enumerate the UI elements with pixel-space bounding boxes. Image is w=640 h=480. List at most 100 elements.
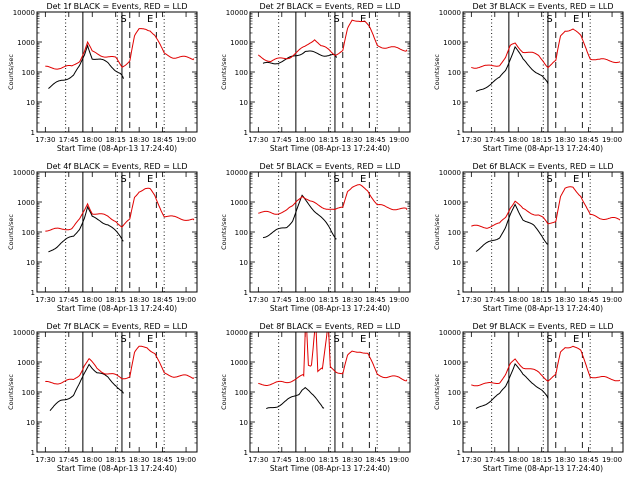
plot-frame: [462, 171, 624, 293]
y-tick-label: 100: [235, 389, 248, 397]
x-tick-label: 18:45: [579, 456, 599, 464]
x-tick-label: 18:30: [129, 136, 149, 144]
x-tick-label: 18:30: [555, 456, 575, 464]
plot-frame: [462, 331, 624, 453]
y-tick-label: 10000: [439, 329, 461, 337]
y-tick-label: 10: [452, 99, 461, 107]
x-tick-label: 19:00: [176, 136, 196, 144]
x-tick-label: 17:30: [248, 136, 268, 144]
x-tick-label: 19:00: [176, 296, 196, 304]
end-annotation: E: [360, 174, 366, 185]
start-annotation: S: [333, 14, 339, 25]
x-tick-label: 18:30: [342, 296, 362, 304]
events-series-line: [48, 205, 124, 253]
end-annotation: E: [573, 174, 579, 185]
x-tick-label: 18:15: [319, 136, 339, 144]
y-tick-label: 1: [31, 449, 35, 457]
x-tick-label: 18:45: [153, 456, 173, 464]
y-tick-label: 100: [448, 69, 461, 77]
panel-title: Det 2f BLACK = Events, RED = LLD: [259, 2, 400, 11]
x-tick-label: 17:45: [485, 456, 505, 464]
detector-panel: Det 3f BLACK = Events, RED = LLD 1 10 100 10…: [433, 2, 624, 153]
x-tick-label: 18:15: [106, 456, 126, 464]
x-tick-label: 19:00: [389, 136, 409, 144]
plot-frame: [36, 171, 198, 293]
x-tick-label: 18:15: [532, 456, 552, 464]
x-tick-label: 17:30: [248, 296, 268, 304]
x-tick-label: 19:00: [602, 456, 622, 464]
panel-title: Det 1f BLACK = Events, RED = LLD: [46, 2, 187, 11]
x-tick-label: 18:15: [319, 456, 339, 464]
events-series-line: [475, 203, 549, 252]
y-tick-label: 100: [235, 229, 248, 237]
x-tick-label: 17:30: [35, 296, 55, 304]
y-tick-label: 1000: [443, 39, 461, 47]
y-tick-label: 10000: [226, 329, 248, 337]
end-annotation: E: [573, 334, 579, 345]
x-tick-label: 17:45: [272, 456, 292, 464]
x-tick-label: 18:00: [82, 136, 102, 144]
plot-frame: [249, 11, 411, 133]
y-axis-label: Counts/sec: [7, 374, 15, 410]
x-tick-label: 17:45: [485, 136, 505, 144]
x-tick-label: 18:00: [295, 296, 315, 304]
y-axis-label: Counts/sec: [220, 374, 228, 410]
y-tick-label: 100: [448, 229, 461, 237]
y-tick-label: 1: [31, 289, 35, 297]
lld-series-line: [258, 184, 408, 215]
start-annotation: S: [546, 174, 552, 185]
events-series-line: [475, 362, 549, 410]
x-tick-label: 19:00: [602, 296, 622, 304]
x-tick-label: 17:30: [35, 456, 55, 464]
x-tick-label: 18:45: [579, 296, 599, 304]
y-axis-label: Counts/sec: [433, 374, 441, 410]
events-series-line: [266, 386, 325, 410]
y-tick-label: 100: [235, 69, 248, 77]
y-tick-label: 10: [26, 259, 35, 267]
lld-series-line: [45, 28, 195, 70]
y-tick-label: 1000: [230, 359, 248, 367]
y-tick-label: 10: [239, 259, 248, 267]
y-tick-label: 10: [239, 99, 248, 107]
x-tick-label: 17:30: [461, 136, 481, 144]
x-tick-label: 18:45: [366, 136, 386, 144]
x-tick-label: 18:15: [319, 296, 339, 304]
x-tick-label: 18:45: [579, 136, 599, 144]
x-tick-label: 17:45: [59, 296, 79, 304]
x-tick-label: 17:30: [35, 136, 55, 144]
panel-title: Det 5f BLACK = Events, RED = LLD: [259, 162, 400, 171]
x-axis-label: Start Time (08-Apr-13 17:24:40): [57, 144, 177, 153]
y-tick-label: 1000: [17, 199, 35, 207]
x-tick-label: 18:30: [555, 296, 575, 304]
x-tick-label: 18:30: [342, 456, 362, 464]
x-tick-label: 17:45: [272, 136, 292, 144]
start-annotation: S: [546, 334, 552, 345]
lld-series-line: [471, 186, 621, 229]
y-axis-label: Counts/sec: [220, 54, 228, 90]
events-series-line: [49, 363, 124, 412]
y-tick-label: 1: [244, 449, 248, 457]
y-axis-label: Counts/sec: [7, 54, 15, 90]
lld-series-line: [471, 345, 621, 387]
detector-panel: Det 6f BLACK = Events, RED = LLD 1 10 100 10…: [433, 162, 624, 313]
y-tick-label: 10000: [13, 169, 35, 177]
panel-title: Det 9f BLACK = Events, RED = LLD: [472, 322, 613, 331]
start-annotation: S: [546, 14, 552, 25]
end-annotation: E: [360, 334, 366, 345]
events-series-line: [475, 45, 549, 92]
x-tick-label: 18:15: [532, 296, 552, 304]
start-annotation: S: [333, 174, 339, 185]
x-tick-label: 18:45: [153, 296, 173, 304]
y-axis-label: Counts/sec: [433, 54, 441, 90]
y-tick-label: 1000: [17, 39, 35, 47]
x-tick-label: 18:45: [366, 296, 386, 304]
detector-panel: Det 2f BLACK = Events, RED = LLD 1 10 100 10…: [220, 2, 411, 153]
y-tick-label: 10: [26, 99, 35, 107]
plot-frame: [462, 11, 624, 133]
x-axis-label: Start Time (08-Apr-13 17:24:40): [57, 464, 177, 473]
lld-series-line: [471, 28, 621, 69]
end-annotation: E: [147, 334, 153, 345]
plot-frame: [249, 171, 411, 293]
y-tick-label: 10000: [226, 9, 248, 17]
x-tick-label: 18:00: [508, 456, 528, 464]
